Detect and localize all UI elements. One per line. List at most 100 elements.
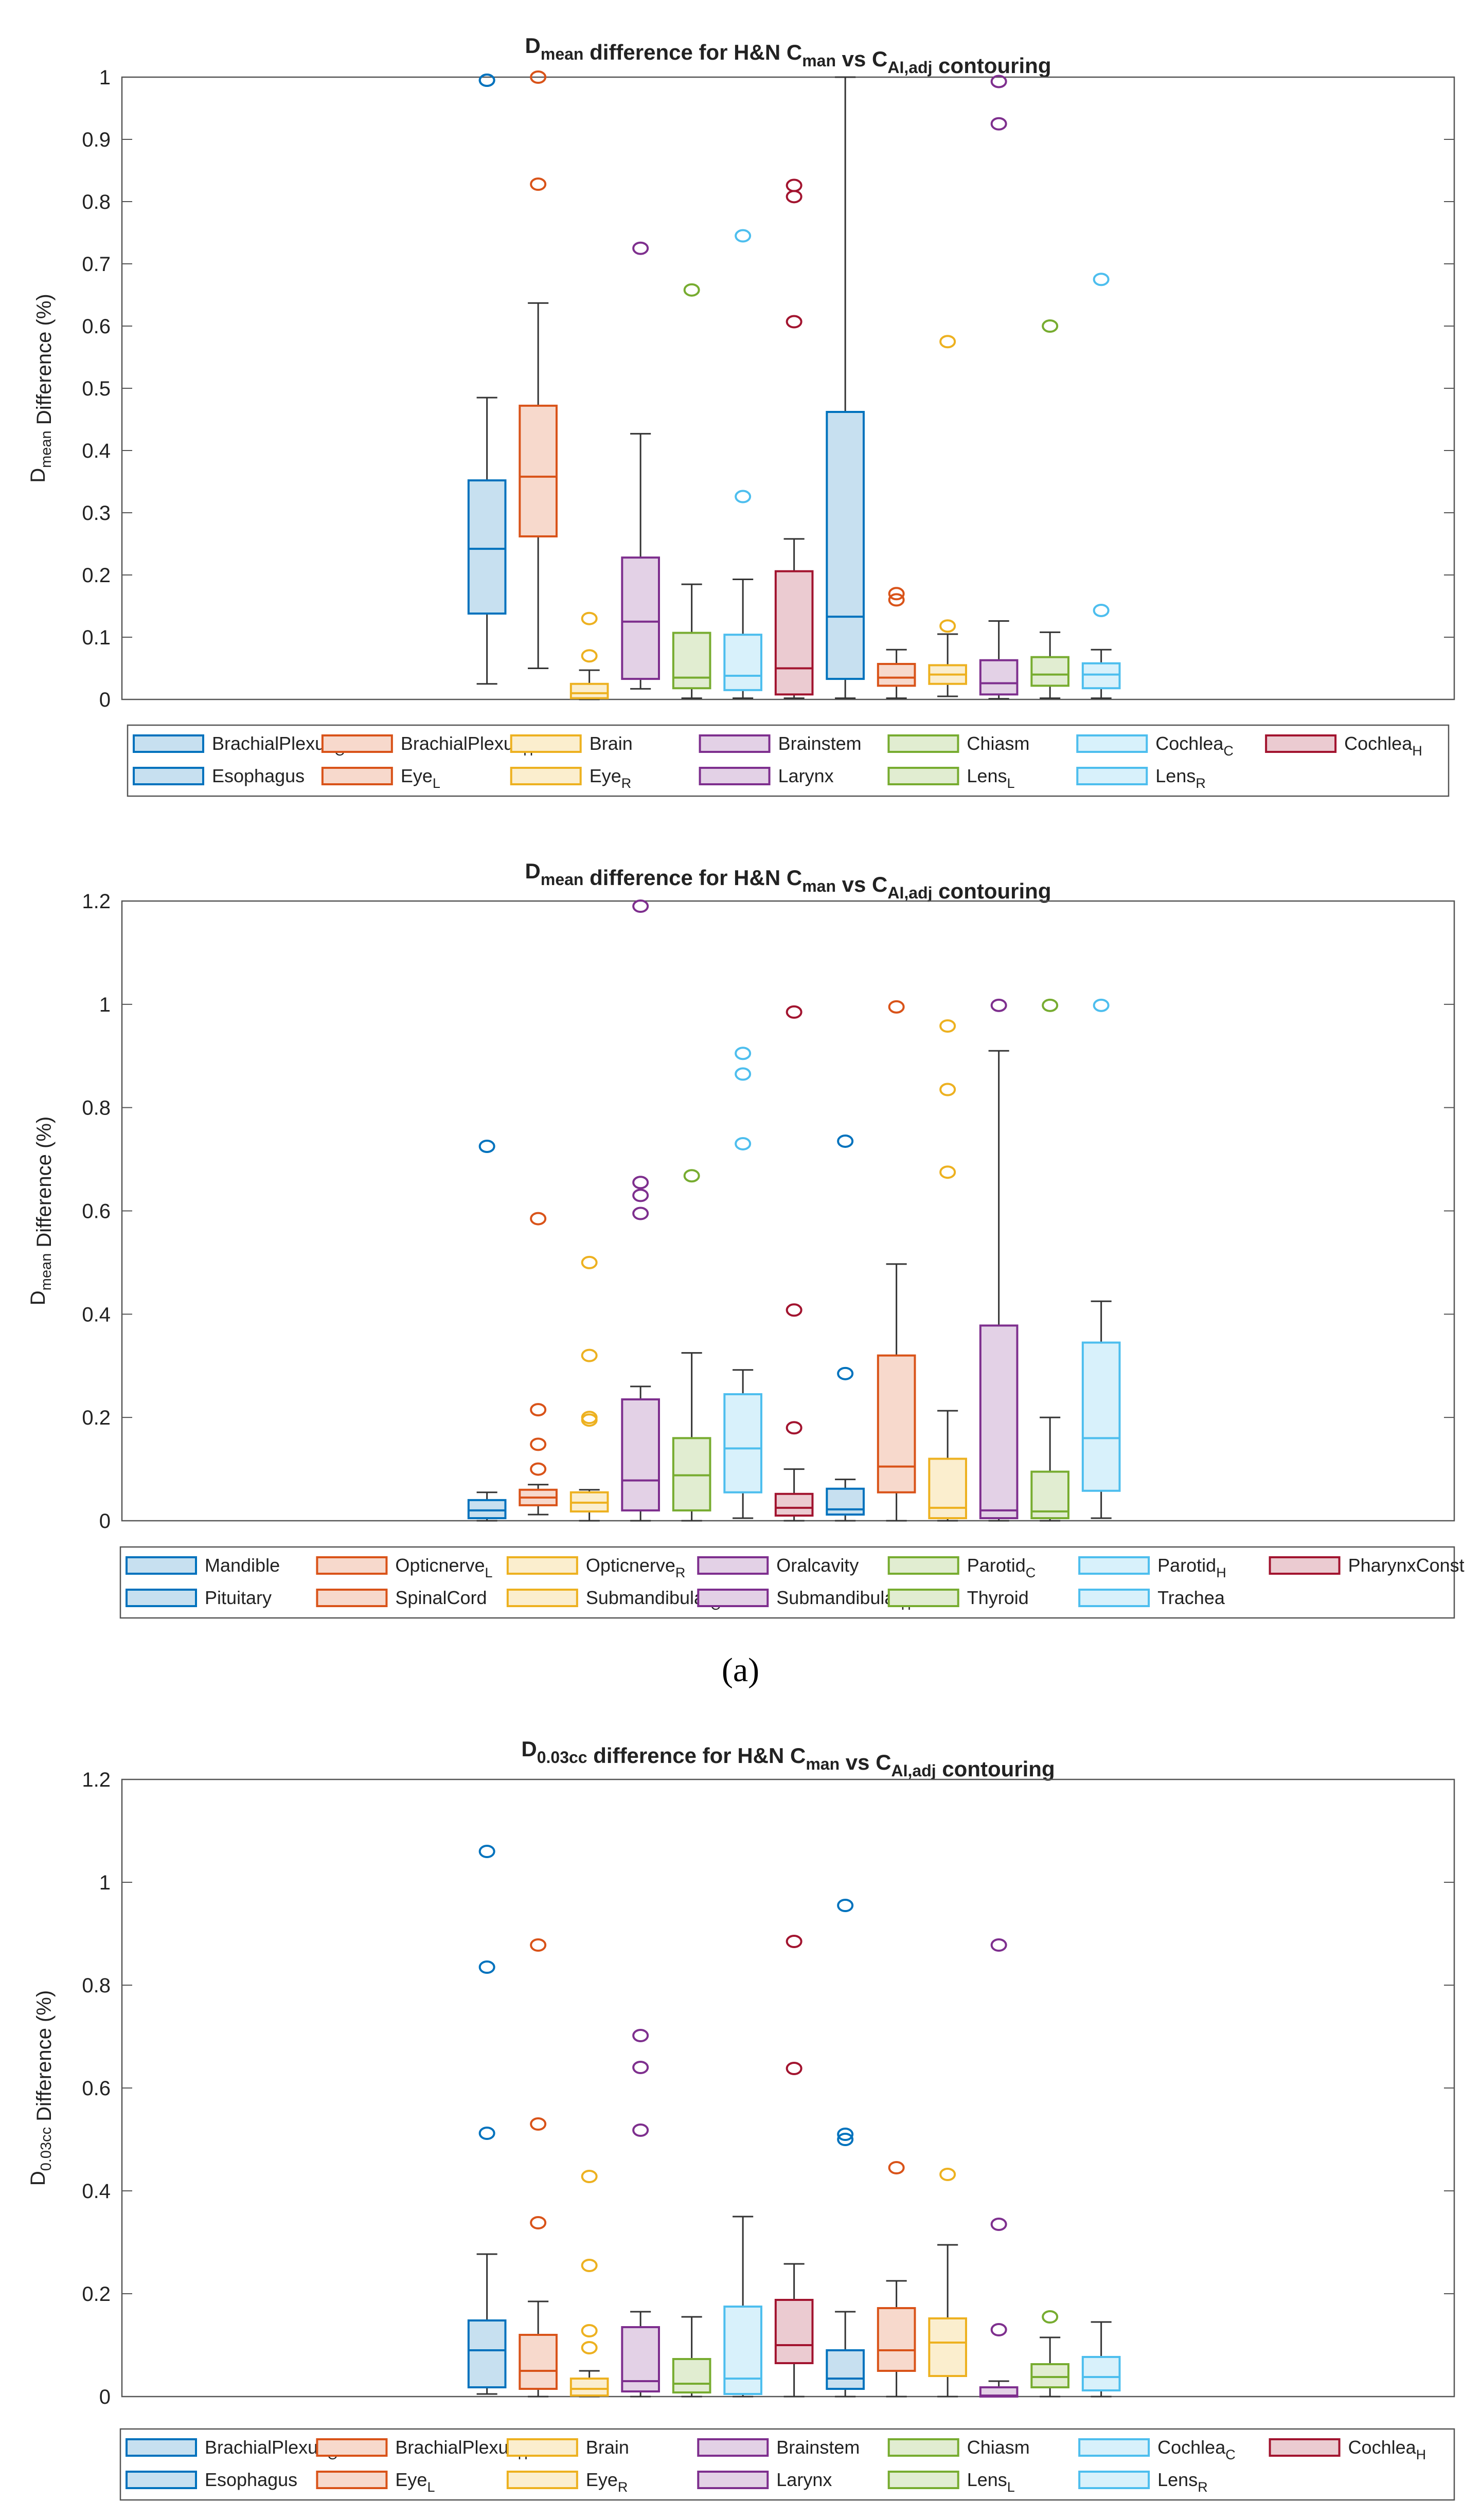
legend-label: EyeL bbox=[395, 2469, 435, 2495]
legend-swatch bbox=[1078, 1556, 1150, 1575]
legend-label: Esophagus bbox=[212, 765, 305, 786]
y-tick-label: 0.6 bbox=[82, 315, 111, 338]
outlier-point bbox=[632, 2123, 649, 2137]
box-spinalcord bbox=[877, 1000, 916, 1522]
outlier-point bbox=[990, 2323, 1007, 2336]
legend-label: Brainstem bbox=[778, 733, 862, 754]
outlier-point bbox=[530, 1462, 547, 1476]
legend-swatch bbox=[316, 1556, 388, 1575]
legend-item-lens-r: LensR bbox=[1078, 2469, 1208, 2495]
legend-label: Pituitary bbox=[205, 1587, 272, 1608]
legend-swatch bbox=[887, 767, 959, 785]
chart-title: Dmean difference for H&N Cman vs CAI,adj… bbox=[525, 859, 1051, 903]
outlier-point bbox=[632, 2029, 649, 2042]
outlier-point bbox=[990, 117, 1007, 131]
legend-swatch bbox=[506, 1556, 578, 1575]
outlier-point bbox=[1042, 2310, 1059, 2324]
outlier-point bbox=[735, 490, 752, 503]
box-chiasm bbox=[672, 2316, 711, 2398]
legend-swatch bbox=[699, 734, 771, 753]
legend-swatch bbox=[321, 767, 393, 785]
y-tick-label: 0.5 bbox=[82, 377, 111, 400]
box-brachialplexus-c bbox=[467, 1845, 507, 2395]
outlier-point bbox=[683, 283, 700, 297]
legend-label: LensL bbox=[967, 765, 1014, 791]
legend-swatch bbox=[506, 1589, 578, 1607]
y-axis-label: Dmean Difference (%) bbox=[27, 294, 56, 482]
box-iqr bbox=[928, 2317, 967, 2377]
box-iqr bbox=[723, 634, 762, 691]
box-esophagus bbox=[826, 76, 865, 699]
outlier-point bbox=[735, 1137, 752, 1150]
box-pharynxconst bbox=[774, 1005, 814, 1522]
box-iqr bbox=[672, 2358, 711, 2393]
legend-item-brachialplexus-c: BrachialPlexusC bbox=[133, 733, 345, 759]
legend-item-cochlea-c: CochleaC bbox=[1076, 733, 1234, 759]
legend-label: LensL bbox=[967, 2469, 1015, 2495]
legend-label: ParotidH bbox=[1157, 1555, 1226, 1580]
legend-swatch bbox=[133, 767, 204, 785]
outlier-point bbox=[837, 2133, 854, 2146]
legend-item-brain: Brain bbox=[510, 733, 633, 754]
y-axis-label-group: Dmean Difference (%) bbox=[27, 294, 56, 482]
outlier-point bbox=[786, 1935, 802, 1948]
box-opticnerve-l bbox=[519, 1212, 558, 1516]
outlier-point bbox=[1042, 998, 1059, 1012]
legend-swatch bbox=[126, 1589, 197, 1607]
box-iqr bbox=[569, 682, 609, 699]
box-eye-l bbox=[877, 2161, 916, 2398]
legend-item-eye-r: EyeR bbox=[506, 2469, 628, 2495]
box-cochlea-h bbox=[774, 1935, 814, 2398]
y-tick-label: 0.3 bbox=[82, 502, 111, 525]
outlier-point bbox=[581, 649, 598, 663]
y-axis-label: D0.03cc Difference (%) bbox=[27, 1990, 56, 2186]
legend-swatch bbox=[697, 2471, 769, 2489]
legend-item-pituitary: Pituitary bbox=[126, 1587, 272, 1608]
box-lens-r bbox=[1081, 2321, 1121, 2398]
outlier-point bbox=[1093, 273, 1110, 286]
legend-item-lens-l: LensL bbox=[887, 2469, 1015, 2495]
legend-label: Larynx bbox=[776, 2469, 832, 2490]
legend-swatch bbox=[126, 2471, 197, 2489]
box-esophagus bbox=[826, 1899, 865, 2398]
legend-item-pharynxconst: PharynxConst bbox=[1269, 1555, 1465, 1576]
legend-item-eye-l: EyeL bbox=[316, 2469, 435, 2495]
box-iqr bbox=[1081, 2356, 1121, 2391]
outlier-point bbox=[632, 899, 649, 913]
box-iqr bbox=[928, 1457, 967, 1519]
legend: Mandible OpticnerveL OpticnerveR Oralcavity… bbox=[119, 1546, 1465, 1619]
chart-2: Dmean difference for H&N Cman vs CAI,adj… bbox=[27, 859, 1465, 1619]
legend-item-mandible: Mandible bbox=[126, 1555, 280, 1576]
box-parotid-h bbox=[723, 1047, 762, 1519]
outlier-point bbox=[939, 1165, 956, 1179]
y-tick-label: 1.2 bbox=[82, 1769, 111, 1791]
outlier-point bbox=[581, 2324, 598, 2337]
legend-label: CochleaC bbox=[1157, 2437, 1236, 2462]
box-iqr bbox=[877, 1354, 916, 1493]
legend: BrachialPlexusC BrachialPlexusH Brain Brain… bbox=[119, 2428, 1455, 2501]
outlier-point bbox=[530, 1437, 547, 1451]
outlier-point bbox=[990, 1938, 1007, 1952]
box-oralcavity bbox=[621, 899, 660, 1522]
outlier-point bbox=[786, 315, 802, 329]
legend-label: LensR bbox=[1157, 2469, 1208, 2495]
legend-item-parotid-c: ParotidC bbox=[887, 1555, 1036, 1580]
y-tick-label: 1.2 bbox=[82, 890, 111, 913]
outlier-point bbox=[939, 1019, 956, 1033]
legend-item-trachea: Trachea bbox=[1078, 1587, 1225, 1608]
legend-item-spinalcord: SpinalCord bbox=[316, 1587, 487, 1608]
outlier-point bbox=[939, 335, 956, 349]
outlier-point bbox=[990, 75, 1007, 88]
box-iqr bbox=[1081, 662, 1121, 690]
box-lens-l bbox=[1030, 2310, 1069, 2398]
outlier-point bbox=[581, 1411, 598, 1425]
outlier-point bbox=[581, 611, 598, 625]
legend-label: Brain bbox=[586, 2437, 629, 2458]
legend-swatch bbox=[1078, 2438, 1150, 2457]
legend-label: EyeR bbox=[590, 765, 632, 791]
y-axis-label-group: D0.03cc Difference (%) bbox=[27, 1990, 56, 2186]
box-iqr bbox=[979, 659, 1019, 696]
box-cochlea-c bbox=[723, 2216, 762, 2398]
box-brainstem bbox=[621, 2029, 660, 2398]
